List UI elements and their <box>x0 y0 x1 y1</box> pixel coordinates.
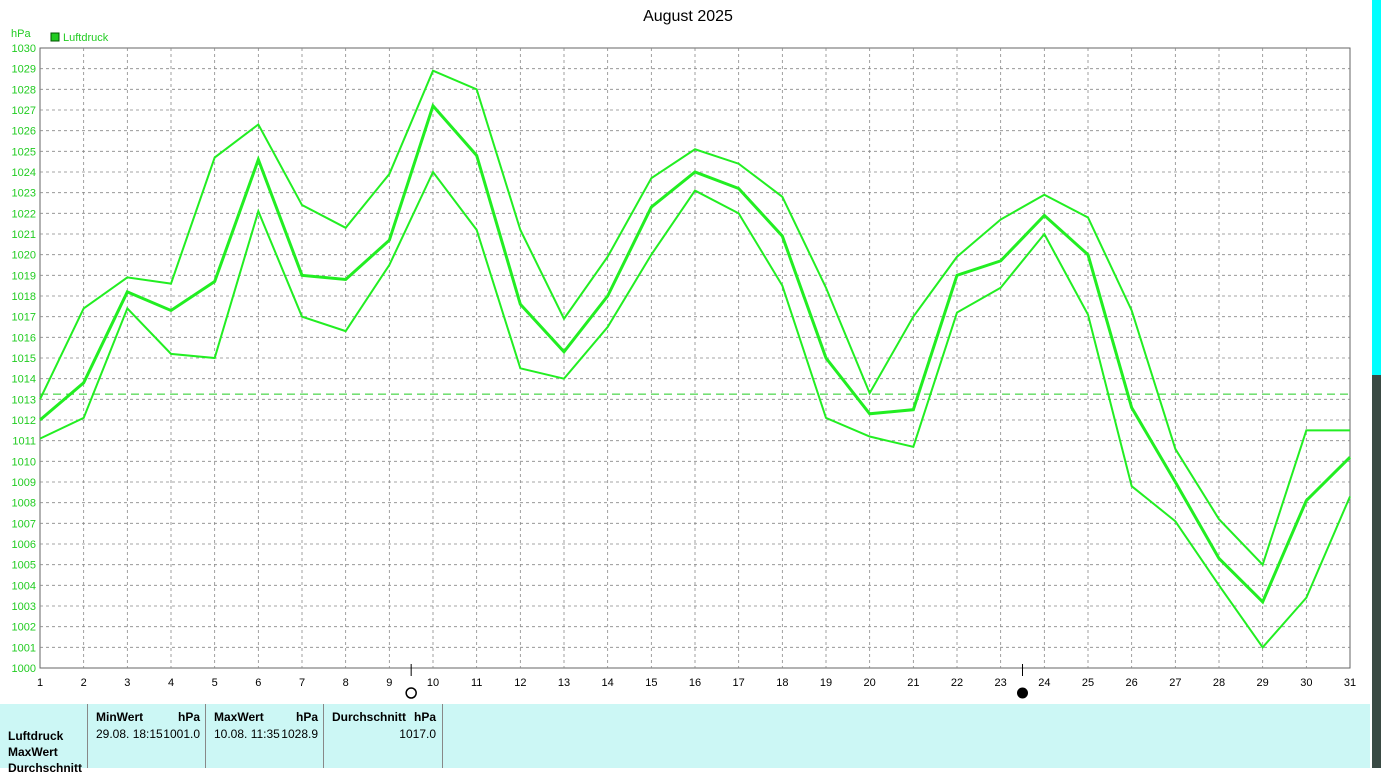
y-tick-label: 1000 <box>12 663 36 675</box>
series-line-mean <box>39 102 1352 605</box>
summary-row-labels: Luftdruck MaxWert Durchschnitt <box>8 728 82 776</box>
y-tick-label: 1029 <box>12 64 36 76</box>
chart-title: August 2025 <box>643 8 733 25</box>
x-tick-label: 22 <box>951 677 963 689</box>
y-axis-unit: hPa <box>11 28 31 40</box>
y-tick-label: 1014 <box>12 374 36 386</box>
min-column: MinWert hPa 29.08. 18:15 1001.0 <box>87 704 206 768</box>
y-tick-label: 1022 <box>12 208 36 220</box>
y-tick-label: 1016 <box>12 332 36 344</box>
y-tick-label: 1007 <box>12 518 36 530</box>
avg-value: 1017.0 <box>399 727 436 741</box>
max-header: MaxWert <box>214 710 264 724</box>
y-tick-label: 1025 <box>12 146 36 158</box>
legend: Luftdruck <box>50 32 109 44</box>
side-panel-image <box>1372 375 1381 768</box>
x-tick-label: 6 <box>255 677 261 689</box>
y-tick-label: 1003 <box>12 601 36 613</box>
x-tick-label: 28 <box>1213 677 1225 689</box>
x-tick-label: 17 <box>733 677 745 689</box>
x-tick-label: 4 <box>168 677 174 689</box>
max-unit: hPa <box>295 710 318 724</box>
row-label-luftdruck: Luftdruck <box>8 729 64 743</box>
legend-swatch <box>50 32 60 42</box>
x-tick-label: 3 <box>124 677 130 689</box>
new-moon-icon <box>1017 687 1028 699</box>
x-tick-label: 15 <box>645 677 657 689</box>
x-tick-label: 11 <box>471 677 482 689</box>
y-tick-label: 1017 <box>12 312 36 324</box>
x-tick-label: 27 <box>1169 677 1181 689</box>
min-value: 1001.0 <box>163 727 200 741</box>
y-tick-label: 1011 <box>12 436 36 448</box>
max-column: MaxWert hPa 10.08. 11:35 1028.9 <box>205 704 324 768</box>
x-tick-label: 14 <box>602 677 614 689</box>
row-label-maxwert: MaxWert <box>8 745 58 759</box>
x-tick-label: 19 <box>820 677 832 689</box>
row-label-durchschnitt: Durchschnitt <box>8 761 83 775</box>
y-tick-label: 1026 <box>12 126 36 138</box>
x-tick-label: 7 <box>299 677 305 689</box>
min-header: MinWert <box>96 710 144 724</box>
avg-unit: hPa <box>413 710 436 724</box>
y-tick-label: 1006 <box>12 539 36 551</box>
series-line-min <box>39 170 1351 649</box>
x-tick-label: 21 <box>907 677 919 689</box>
y-tick-label: 1001 <box>12 642 36 654</box>
x-tick-label: 26 <box>1126 677 1138 689</box>
x-tick-label: 10 <box>427 677 439 689</box>
x-tick-label: 29 <box>1257 677 1269 689</box>
side-panel-edge <box>1370 0 1381 768</box>
side-panel-cyan <box>1372 0 1381 375</box>
max-value: 1028.9 <box>281 727 318 741</box>
y-tick-label: 1027 <box>12 105 36 117</box>
x-tick-label: 12 <box>514 677 526 689</box>
x-tick-label: 20 <box>864 677 876 689</box>
x-tick-label: 23 <box>995 677 1007 689</box>
x-tick-label: 18 <box>776 677 788 689</box>
max-datetime: 10.08. 11:35 <box>214 727 280 741</box>
legend-label: Luftdruck <box>63 32 109 44</box>
x-tick-label: 24 <box>1038 677 1050 689</box>
y-tick-label: 1018 <box>12 291 36 303</box>
x-tick-label: 25 <box>1082 677 1094 689</box>
y-tick-label: 1015 <box>12 353 36 365</box>
y-tick-label: 1009 <box>12 477 36 489</box>
y-tick-label: 1002 <box>12 622 36 634</box>
y-tick-label: 1005 <box>12 560 36 572</box>
x-tick-label: 16 <box>689 677 701 689</box>
x-tick-label: 8 <box>343 677 349 689</box>
x-tick-label: 9 <box>386 677 392 689</box>
y-tick-label: 1012 <box>12 415 36 427</box>
y-tick-label: 1023 <box>12 188 36 200</box>
y-tick-label: 1020 <box>12 250 36 262</box>
x-tick-label: 13 <box>558 677 570 689</box>
min-datetime: 29.08. 18:15 <box>96 727 163 741</box>
series-line-max <box>39 69 1350 567</box>
y-tick-label: 1013 <box>12 394 36 406</box>
summary-table: Luftdruck MaxWert Durchschnitt MinWert h… <box>0 704 1370 775</box>
x-tick-label: 1 <box>37 677 43 689</box>
avg-column: Durchschnitt hPa 1017.0 <box>323 704 443 768</box>
y-tick-label: 1021 <box>12 229 36 241</box>
y-tick-label: 1024 <box>12 167 36 179</box>
y-tick-label: 1008 <box>12 498 36 510</box>
x-tick-label: 5 <box>212 677 218 689</box>
avg-header: Durchschnitt <box>332 710 407 724</box>
y-tick-label: 1028 <box>12 84 36 96</box>
y-tick-label: 1030 <box>12 43 36 55</box>
pressure-chart: August 2025 hPa Luftdruck 1000 1001 1002 10… <box>11 8 1356 699</box>
x-tick-label: 2 <box>81 677 87 689</box>
full-moon-icon <box>405 687 417 699</box>
y-tick-label: 1019 <box>12 270 36 282</box>
x-tick-label: 30 <box>1300 677 1312 689</box>
min-unit: hPa <box>177 710 200 724</box>
y-tick-label: 1004 <box>12 580 36 592</box>
y-tick-label: 1010 <box>12 456 36 468</box>
x-tick-label: 31 <box>1344 677 1356 689</box>
